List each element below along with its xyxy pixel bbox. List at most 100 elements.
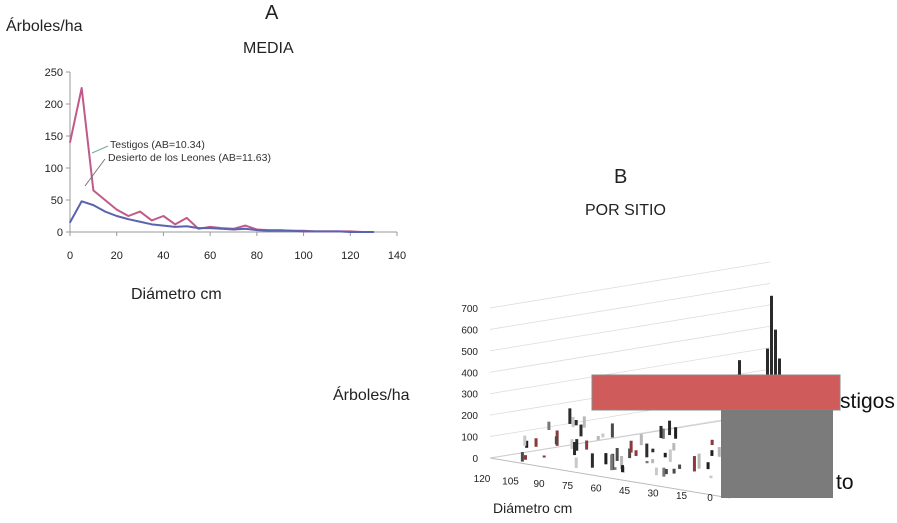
chart-a-ytick-label: 150: [45, 131, 63, 143]
legend-b-entry-1: stigos: [840, 390, 895, 413]
chart-b-bar: [674, 427, 678, 439]
chart-b-ytick-label: 200: [461, 411, 478, 422]
series-1-point: [150, 219, 153, 222]
series-2-point: [361, 231, 363, 233]
chart-b-bar: [590, 453, 594, 468]
chart-a-plot: 0 50 100 150 200 250 0 20 40 60 80 100 120 140 Testig…: [45, 67, 407, 262]
chart-b-bar: [639, 434, 643, 446]
chart-b-bar: [534, 438, 538, 447]
chart-b-peak-bar: [766, 348, 769, 379]
chart-a-xlabel: Diámetro cm: [131, 286, 222, 303]
chart-b-bar: [585, 440, 589, 450]
chart-b-ytick-label: 600: [461, 325, 478, 336]
chart-b-bar: [663, 452, 667, 458]
chart-b-bar: [610, 423, 614, 438]
legend-b-entry-2: to: [836, 471, 854, 494]
chart-b-bar: [554, 436, 558, 445]
series-2-point: [92, 204, 95, 206]
chart-b-bar: [579, 424, 583, 437]
chart-b-peak-bar: [774, 329, 777, 379]
chart-b-bar: [645, 460, 649, 464]
chart-b-bar: [601, 433, 605, 438]
series-2-point: [232, 228, 235, 231]
chart-a-xtick-label: 20: [111, 250, 123, 262]
chart-b-bar: [654, 467, 658, 476]
chart-b-bar: [571, 416, 575, 428]
chart-b-bar: [570, 439, 574, 449]
chart-b-bar: [717, 447, 721, 457]
chart-b-bar: [634, 450, 638, 456]
series-2-point: [244, 228, 246, 230]
chart-b-bar: [523, 435, 527, 446]
chart-a-xtick-label: 100: [294, 250, 312, 262]
series-2-point: [279, 229, 282, 232]
chart-b-bar: [672, 443, 676, 451]
series-2-point: [185, 225, 188, 228]
chart-b-bar: [678, 464, 682, 469]
chart-a-panel-letter: A: [265, 2, 279, 24]
series-2-point: [267, 229, 270, 232]
chart-b-ytick-label: 700: [461, 304, 478, 315]
chart-b-bar: [604, 453, 608, 465]
series-1-point: [104, 199, 106, 201]
chart-b-gridline: [489, 283, 771, 330]
overlay-gray-box: [721, 410, 833, 498]
chart-a-ytick-label: 250: [45, 67, 63, 79]
chart-b-bar: [568, 408, 572, 424]
chart-b-bar: [547, 421, 551, 431]
chart-b-ytick-label: 400: [461, 368, 478, 379]
series-2-point: [80, 200, 83, 203]
chart-b-peak-bar: [778, 358, 781, 379]
series-2-point: [174, 226, 176, 228]
chart-b-floor-front: [489, 457, 731, 499]
overlay-red-box: [591, 374, 841, 411]
chart-b-peak-bar: [770, 295, 773, 379]
series-2-point: [337, 230, 340, 233]
chart-b-bar: [520, 452, 524, 462]
chart-b-gridline: [489, 304, 771, 352]
series-2-point: [221, 228, 223, 230]
chart-b-ytick-label: 300: [461, 390, 478, 401]
chart-b-xlabel: Diámetro cm: [493, 500, 573, 516]
series-2-point: [291, 229, 293, 232]
legend-a-entry-2: Desierto de los Leones (AB=11.63): [108, 152, 271, 164]
series-2-point: [302, 230, 305, 233]
series-2-point: [150, 223, 153, 226]
chart-b-xtick-label: 90: [533, 479, 545, 490]
chart-b-bar: [709, 475, 713, 479]
series-2-point: [209, 227, 211, 229]
chart-a-xtick-label: 60: [204, 250, 216, 262]
chart-b-bar: [582, 416, 586, 428]
legend-a-entry-1: Testigos (AB=10.34): [110, 139, 205, 151]
chart-a-ylabel: Árboles/ha: [6, 18, 83, 35]
chart-b-bar: [651, 459, 655, 464]
chart-b-bar: [523, 455, 527, 460]
chart-b-bar: [628, 448, 632, 459]
chart-a-xtick-label: 120: [341, 250, 359, 262]
chart-b-bar: [706, 462, 710, 470]
series-2-point: [69, 221, 71, 224]
chart-a-ytick-label: 50: [51, 195, 63, 207]
chart-b-bar: [668, 420, 672, 436]
chart-b-bar: [629, 440, 633, 453]
legend-a-leader-2: [84, 158, 106, 187]
series-1-point: [174, 223, 176, 226]
series-2-point: [256, 229, 258, 231]
series-1-point: [92, 189, 95, 192]
chart-b-bar: [710, 439, 714, 446]
chart-b-bar: [692, 456, 696, 472]
series-1-point: [185, 217, 188, 219]
chart-b-xtick-label: 120: [474, 474, 491, 485]
series-1-point: [69, 141, 71, 144]
series-1-point: [115, 208, 118, 211]
chart-b-ylabel: Árboles/ha: [333, 387, 410, 404]
series-2-point: [139, 220, 141, 223]
chart-b-bar: [621, 465, 625, 473]
chart-b-xtick-label: 105: [502, 476, 519, 487]
series-1-point: [162, 215, 165, 217]
chart-b-xtick-label: 60: [590, 484, 602, 495]
series-2-point: [197, 227, 200, 229]
chart-a-ytick-label: 200: [45, 99, 63, 111]
chart-b-bar: [613, 467, 617, 470]
chart-b-peak-bar: [738, 360, 741, 379]
